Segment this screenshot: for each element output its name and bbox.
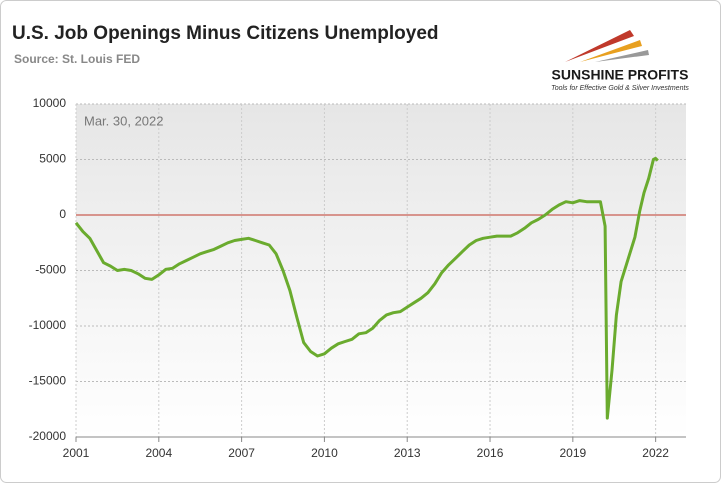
y-tick-label: -5000 <box>35 263 66 277</box>
y-tick-label: 0 <box>59 207 66 221</box>
logo: SUNSHINE PROFITS Tools for Effective Gol… <box>551 30 689 92</box>
annotation: Mar. 30, 2022 <box>84 113 164 128</box>
line <box>74 156 659 420</box>
y-tick-label: -20000 <box>29 429 67 443</box>
x-tick-label: 2022 <box>642 446 669 460</box>
logo-ray <box>580 40 642 62</box>
y-tick-label: -10000 <box>29 318 67 332</box>
x-tick-label: 2001 <box>63 446 90 460</box>
chart-title: U.S. Job Openings Minus Citizens Unemplo… <box>12 23 439 44</box>
logo-ray <box>565 30 634 62</box>
brand: SUNSHINE PROFITS <box>552 67 689 83</box>
x-tick-label: 2019 <box>559 446 586 460</box>
x-tick-label: 2010 <box>311 446 338 460</box>
tagline: Tools for Effective Gold & Silver Invest… <box>551 85 689 92</box>
x-tick-label: 2004 <box>145 446 172 460</box>
y-tick-label: 5000 <box>39 152 66 166</box>
subtitle: Source: St. Louis FED <box>14 52 140 66</box>
x-tick-label: 2016 <box>477 446 504 460</box>
x-tick-label: 2007 <box>228 446 255 460</box>
y-tick-label: -15000 <box>29 374 67 388</box>
y-tick-label: 10000 <box>33 96 67 110</box>
x-tick-label: 2013 <box>394 446 421 460</box>
logo-ray <box>595 50 649 62</box>
